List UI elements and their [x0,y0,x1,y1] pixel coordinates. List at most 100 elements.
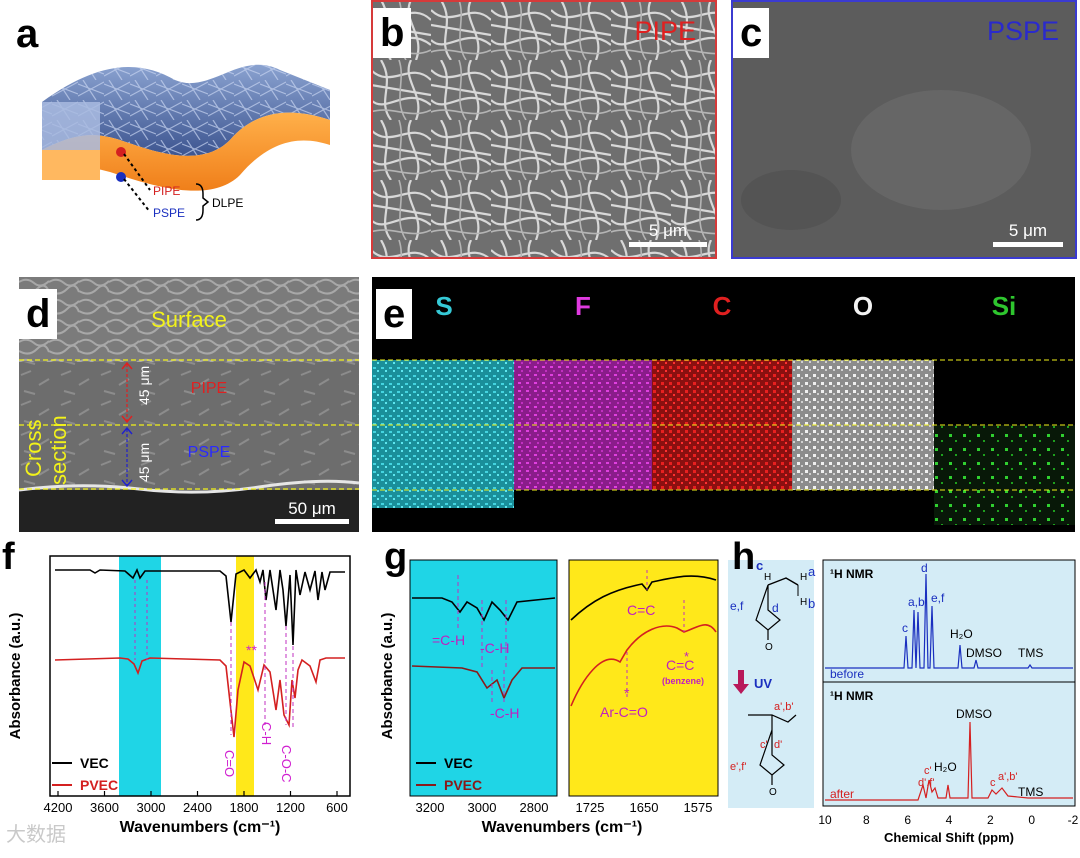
peak-dmso: DMSO [966,646,1002,660]
panel-label-h: h [732,536,756,578]
x-tick-label: 6 [904,813,911,827]
pvec-spectrum [54,657,345,738]
highlight-yellow [236,556,254,796]
x-tick-label-left: 3200 [416,800,445,815]
sem-image-pspe: 5 μm PSPE [731,0,1077,259]
eds-label-s: S [435,291,452,321]
sem-cross-section: 45 μm 45 μm Surface Cross section PIPE P… [18,277,360,532]
panel-c: 5 μm PSPE c [731,0,1077,259]
mol-h2: H [800,572,807,583]
vec-spectrum [55,568,345,646]
panel-label-e: e [376,289,413,339]
stars-label: ** [246,642,257,658]
x-tick-label: 0 [1028,813,1035,827]
arco-label: Ar-C=O [600,704,648,720]
ch-label-1: -C-H [480,640,510,656]
x-tick-label-right: 1575 [684,800,713,815]
uv-label: UV [754,676,772,691]
x-tick-label: 3600 [90,800,119,815]
panel-f: f ** C=O C-H C-O-C VEC PVEC 4200 3600 3000… [0,536,370,853]
cc-label: C=C [627,602,655,618]
x-tick-label: -2 [1068,813,1079,827]
pspe-layer [42,112,330,191]
x-axis-label: Wavenumbers (cm⁻¹) [120,819,281,836]
star-label: * [624,685,630,701]
eds-maps: S F C O Si [372,277,1075,532]
x-axis-label: Wavenumbers (cm⁻¹) [482,819,643,836]
y-axis-label: Absorbance (a.u.) [7,613,24,740]
sem-image-pipe: 5 μm PIPE [371,0,717,259]
y-axis-label: Absorbance (a.u.) [379,613,396,740]
uv-arrow [733,670,749,694]
pvec-cc-region [570,623,717,707]
panel-b: 5 μm PIPE b [371,0,717,259]
panel-d: 45 μm 45 μm Surface Cross section PIPE P… [18,277,360,532]
x-tick-label: 1800 [230,800,259,815]
ftir-chart-g: =C-H -C-H -C-H C=C * Ar-C=O C=C * (benze… [379,559,719,836]
x-tick-label-right: 1725 [576,800,605,815]
mol-ap: a',b' [774,701,794,713]
x-tick-label: 4200 [44,800,73,815]
ccstar-star: * [684,649,689,664]
panel-e: S F C O Si e [372,277,1075,532]
mol-d: d [772,601,779,615]
dlpe-schematic: PIPE PSPE DLPE [42,64,330,221]
vec-cc-region [570,575,717,621]
panel-label-b: b [373,8,412,58]
cross-section-label-2: section [46,415,71,485]
eds-label-c: C [713,291,732,321]
pspe-tag: PSPE [987,16,1059,46]
mol-dp: d' [774,739,782,751]
panel-label-g: g [384,536,408,578]
cross-section-label-1: Cross [21,420,46,477]
coc-label: C-O-C [279,745,294,783]
dlpe-label: DLPE [212,196,243,210]
mol-h1: H [764,572,771,583]
nmr-after-plot [822,681,1076,807]
pvec-ch-region [411,665,555,701]
nmr-after-spectrum [825,721,1073,801]
pspe-label: PSPE [153,206,185,220]
panel-g: g =C-H -C-H -C-H C=C * Ar-C=O C=C * (ben… [372,536,724,853]
x-tick-label-left: 3000 [468,800,497,815]
eds-label-f: F [575,291,591,321]
thickness-pipe: 45 μm [136,366,152,405]
scale-bar-label: 5 μm [1009,221,1047,240]
co-label: C=O [222,750,237,777]
legend-vec: VEC [444,755,473,771]
eds-label-si: Si [992,291,1017,321]
x-tick-label: 10 [818,813,832,827]
pspe-layer-label: PSPE [188,444,231,461]
peak-tms: TMS [1018,646,1043,660]
mol-o: O [765,642,773,653]
before-label: before [830,667,864,681]
mol-cp: c' [760,739,768,751]
peak-ef: e,f [931,591,945,605]
mol-b: b [808,596,815,611]
peak-dmso-after: DMSO [956,707,992,721]
eq-ch-label: =C-H [432,632,465,648]
mol-a: a [808,564,816,579]
mol-efp: e',f' [730,761,746,773]
peak-ab: a,b [908,595,925,609]
mol-c: c [756,558,763,573]
eds-label-o: O [853,291,873,321]
legend-pvec: PVEC [80,777,118,793]
peak-tms-after: TMS [1018,785,1043,799]
panel-label-a: a [16,12,39,56]
benzene-label: (benzene) [662,676,704,686]
peak-h2o: H₂O [950,627,973,641]
peak-c: c [902,621,908,635]
watermark: 大数据 [6,822,66,846]
panel-h: h c H H H a b e,f d O UV a',b' c' d' e',… [728,536,1080,853]
peak-h2o-after: H₂O [934,760,957,774]
peak-d: d [921,561,928,575]
pipe-label: PIPE [153,184,180,198]
mol-ef: e,f [730,599,744,613]
legend-vec: VEC [80,755,109,771]
thickness-pspe: 45 μm [136,443,152,482]
mol-o2: O [769,787,777,798]
panel-label-d: d [19,289,58,339]
ch-label-2: -C-H [490,705,520,721]
cyan-window [409,559,558,797]
